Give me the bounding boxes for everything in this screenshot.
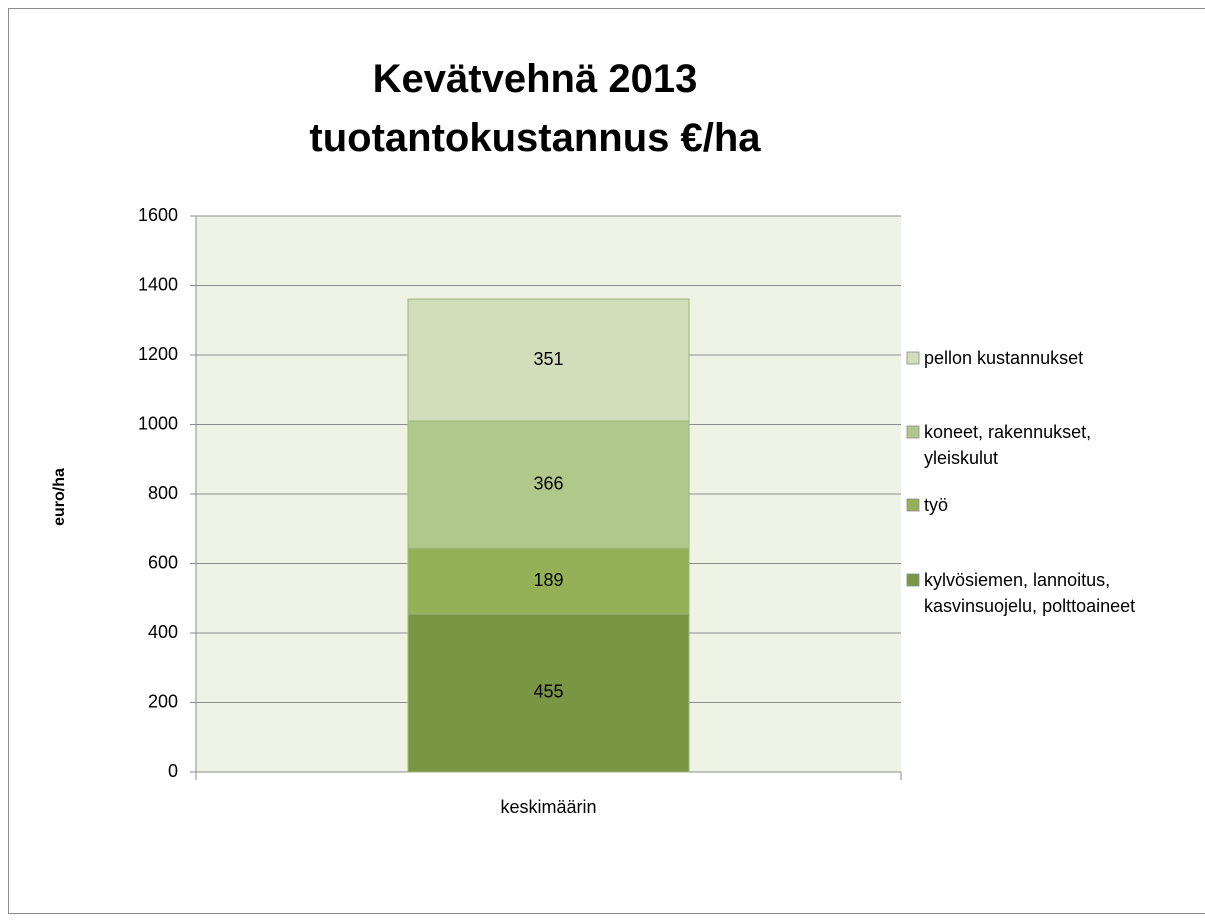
x-tick-label: keskimäärin [500, 797, 596, 817]
legend-label: koneet, rakennukset, yleiskulut [924, 422, 1092, 468]
data-label: 366 [533, 473, 563, 493]
legend-marker [906, 498, 920, 512]
legend-marker [906, 573, 920, 587]
bar-segment [407, 298, 690, 422]
y-tick-label: 400 [148, 622, 178, 642]
chart-frame [8, 8, 1205, 914]
legend-label: kylvösiemen, lannoitus, kasvinsuojelu, p… [924, 570, 1136, 616]
y-tick-label: 1600 [138, 205, 178, 225]
bar-segment [407, 420, 690, 549]
legend-marker [906, 351, 920, 365]
y-tick-label: 800 [148, 483, 178, 503]
y-tick-label: 1000 [138, 413, 178, 433]
y-tick-label: 0 [168, 761, 178, 781]
y-tick-label: 200 [148, 691, 178, 711]
y-tick-label: 1200 [138, 344, 178, 364]
legend-label: työ [924, 495, 949, 515]
data-label: 455 [533, 682, 563, 702]
chart-title: Kevätvehnä 2013 tuotantokustannus €/ha [309, 57, 761, 160]
legend-label: pellon kustannukset [924, 348, 1084, 368]
y-tick-label: 600 [148, 552, 178, 572]
y-tick-label: 1400 [138, 274, 178, 294]
bar-segment [407, 613, 690, 773]
legend-marker [906, 425, 920, 439]
data-label: 189 [533, 570, 563, 590]
bar-segment [407, 547, 690, 615]
y-axis-label: euro/ha [51, 468, 68, 526]
data-label: 351 [533, 349, 563, 369]
